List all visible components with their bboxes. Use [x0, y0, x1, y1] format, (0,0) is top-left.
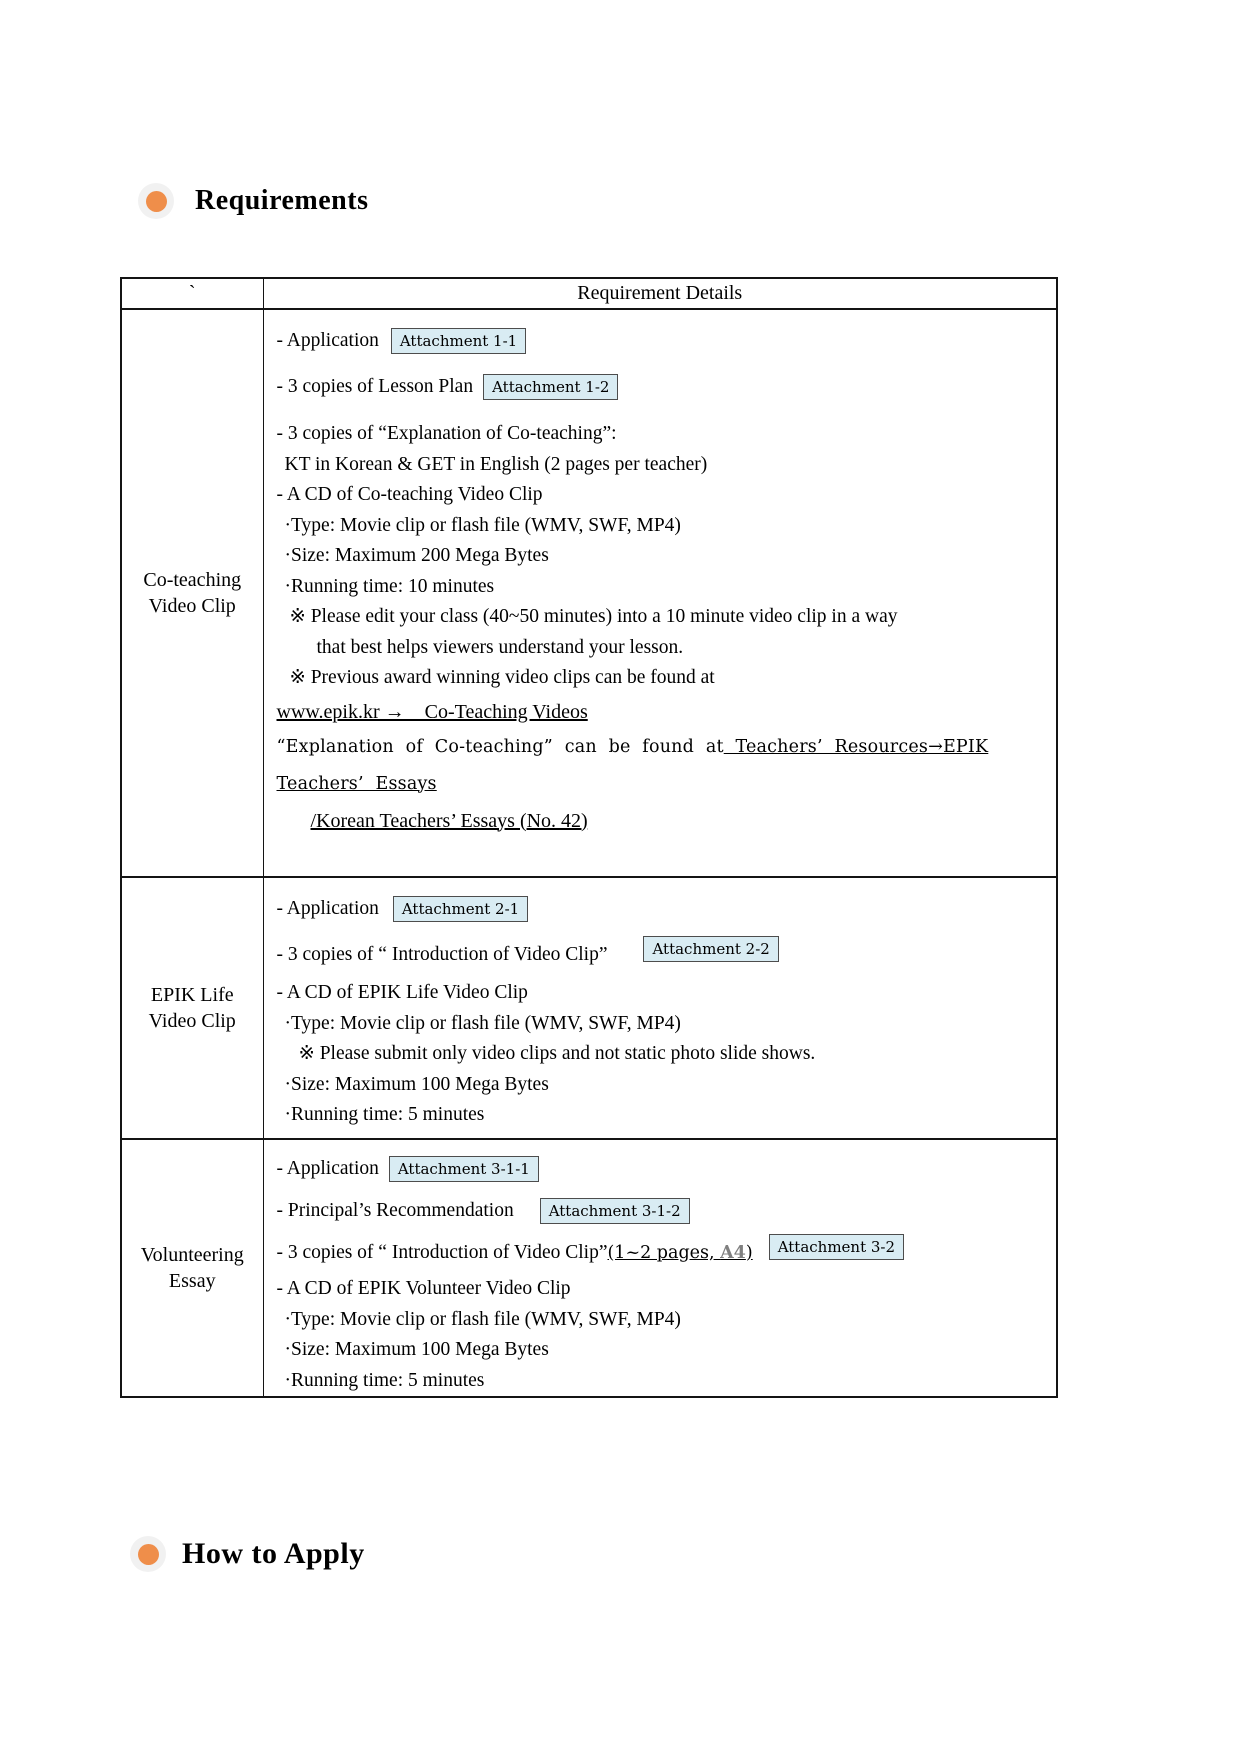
- line-application: - Application Attachment 2-1: [277, 886, 1051, 932]
- bullet-icon: [138, 183, 174, 219]
- recommendation-text: - Principal’s Recommendation: [276, 1200, 514, 1221]
- row-epik-life: EPIK Life Video Clip - Application Attac…: [120, 876, 1058, 1140]
- header-cell-category: `: [120, 277, 264, 310]
- line-note-edit-1: ※ Please edit your class (40~50 minutes)…: [289, 606, 898, 627]
- category-line: Video Clip: [148, 595, 236, 617]
- line-size: ·Size: Maximum 200 Mega Bytes: [284, 545, 549, 566]
- line-type: ·Type: Movie clip or flash file (WMV, SW…: [284, 1012, 681, 1034]
- attachment-chip-1-1: Attachment 1-1: [390, 328, 527, 354]
- row-co-teaching: Co-teaching Video Clip - Application Att…: [120, 308, 1058, 878]
- line-intro-video: - 3 copies of “ Introduction of Video Cl…: [277, 1232, 1051, 1274]
- category-line: Essay: [168, 1270, 216, 1292]
- epik-link[interactable]: www.epik.kr → Co-Teaching Videos: [276, 700, 588, 723]
- line-size: ·Size: Maximum 100 Mega Bytes: [284, 1073, 549, 1095]
- category-co-teaching: Co-teaching Video Clip: [120, 308, 264, 878]
- header-cell-details: Requirement Details: [262, 277, 1058, 310]
- line-type: ·Type: Movie clip or flash file (WMV, SW…: [284, 1308, 681, 1330]
- line-note-edit-2: that best helps viewers understand your …: [316, 636, 684, 658]
- bullet-icon: [130, 1536, 166, 1572]
- application-text: - Application: [276, 898, 379, 919]
- attachment-chip-3-1-1: Attachment 3-1-1: [388, 1156, 539, 1182]
- line-running-time: ·Running time: 5 minutes: [284, 1104, 485, 1125]
- line-application: - Application Attachment 3-1-1: [277, 1148, 1051, 1190]
- korean-essays-link: /Korean Teachers’ Essays (No. 42): [310, 809, 588, 832]
- attachment-chip-2-2: Attachment 2-2: [643, 936, 779, 962]
- requirements-table: ` Requirement Details Co-teaching Video …: [120, 277, 1058, 1398]
- a4-label: A4: [720, 1243, 746, 1263]
- section-heading-how-to-apply: How to Apply: [130, 1536, 365, 1572]
- line-lesson-plan: - 3 copies of Lesson Plan Attachment 1-2: [277, 364, 1051, 410]
- line-type: ·Type: Movie clip or flash file (WMV, SW…: [284, 514, 681, 536]
- line-explanation: - 3 copies of “Explanation of Co-teachin…: [276, 423, 617, 444]
- intro-text: - 3 copies of “ Introduction of Video Cl…: [276, 1242, 608, 1263]
- application-text: - Application: [276, 330, 379, 351]
- line-running-time: ·Running time: 5 minutes: [284, 1369, 485, 1391]
- attachment-chip-3-1-2: Attachment 3-1-2: [539, 1198, 690, 1224]
- table-header-row: ` Requirement Details: [120, 277, 1058, 310]
- teachers-resources-link: Teachers’ Resources→EPIK: [723, 736, 989, 757]
- line-note-previous: ※ Previous award winning video clips can…: [289, 667, 715, 688]
- pages-prefix: (1~2 pages,: [607, 1243, 721, 1263]
- line-recommendation: - Principal’s Recommendation Attachment …: [277, 1190, 1051, 1232]
- line-intro-video: - 3 copies of “ Introduction of Video Cl…: [277, 932, 1051, 978]
- category-line: Video Clip: [148, 1010, 236, 1032]
- pages-suffix: ): [745, 1243, 753, 1263]
- teachers-essays-link: Teachers’ Essays: [276, 773, 437, 794]
- line-found-at-2: Teachers’ Essays: [277, 766, 1051, 803]
- line-explanation-cont: KT in Korean & GET in English (2 pages p…: [284, 453, 708, 475]
- attachment-chip-3-2: Attachment 3-2: [768, 1234, 905, 1260]
- details-volunteering: - Application Attachment 3-1-1 - Princip…: [262, 1138, 1058, 1398]
- found-at-text: “Explanation of Co-teaching” can be foun…: [276, 736, 724, 757]
- line-cd: - A CD of EPIK Volunteer Video Clip: [276, 1278, 571, 1299]
- line-size: ·Size: Maximum 100 Mega Bytes: [284, 1339, 549, 1360]
- line-note-static: ※ Please submit only video clips and not…: [298, 1043, 816, 1064]
- line-found-at-1: “Explanation of Co-teaching” can be foun…: [277, 729, 1051, 766]
- details-epik-life: - Application Attachment 2-1 - 3 copies …: [262, 876, 1058, 1140]
- line-application: - Application Attachment 1-1: [277, 318, 1051, 364]
- row-volunteering: Volunteering Essay - Application Attachm…: [120, 1138, 1058, 1398]
- line-cd: - A CD of Co-teaching Video Clip: [276, 484, 543, 505]
- bullet-dot-icon: [137, 1543, 159, 1565]
- category-epik-life: EPIK Life Video Clip: [120, 876, 264, 1140]
- intro-text: - 3 copies of “ Introduction of Video Cl…: [276, 944, 608, 965]
- section-heading-requirements: Requirements: [138, 183, 368, 219]
- requirements-title: Requirements: [195, 185, 369, 216]
- line-korean-essays: /Korean Teachers’ Essays (No. 42): [277, 803, 1051, 840]
- category-line: Volunteering: [140, 1244, 244, 1266]
- category-line: Co-teaching: [143, 569, 242, 591]
- line-cd: - A CD of EPIK Life Video Clip: [276, 982, 528, 1003]
- line-running-time: ·Running time: 10 minutes: [284, 575, 495, 597]
- bullet-dot-icon: [145, 190, 167, 212]
- application-text: - Application: [276, 1158, 379, 1179]
- line-epik-link: www.epik.kr → Co-Teaching Videos: [277, 696, 1051, 729]
- attachment-chip-2-1: Attachment 2-1: [392, 896, 529, 922]
- lesson-plan-text: - 3 copies of Lesson Plan: [276, 376, 474, 397]
- details-co-teaching: - Application Attachment 1-1 - 3 copies …: [262, 308, 1058, 878]
- how-to-apply-title: How to Apply: [182, 1537, 365, 1570]
- attachment-chip-1-2: Attachment 1-2: [483, 374, 619, 400]
- category-line: EPIK Life: [150, 984, 234, 1006]
- category-volunteering: Volunteering Essay: [120, 1138, 264, 1398]
- pages-note: (1~2 pages, A4): [607, 1243, 752, 1263]
